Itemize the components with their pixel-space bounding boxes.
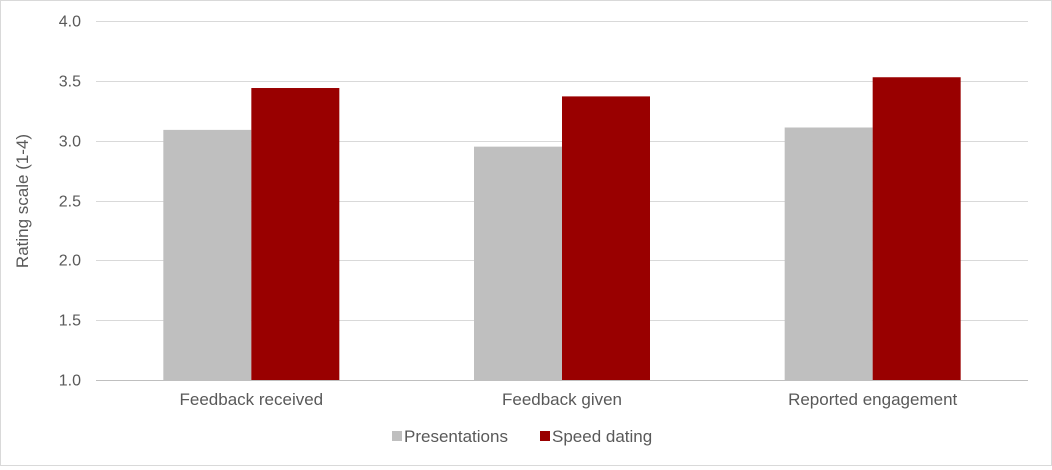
legend-swatch-speed-dating [540, 431, 550, 441]
y-axis-ticks: 1.0 1.5 2.0 2.5 3.0 3.5 4.0 [59, 14, 81, 390]
bars [163, 77, 961, 381]
bar-presentations-3 [784, 127, 873, 381]
x-axis-categories: Feedback received Feedback given Reported … [180, 390, 958, 409]
bar-speed-dating-1 [251, 88, 340, 380]
x-category-label: Feedback received [180, 390, 324, 409]
y-tick-label: 1.0 [59, 373, 81, 390]
bar-speed-dating-2 [562, 96, 650, 380]
bar-speed-dating-3 [872, 77, 961, 380]
y-tick-label: 3.5 [59, 74, 81, 91]
legend-label-presentations: Presentations [404, 427, 508, 446]
x-category-label: Feedback given [502, 390, 622, 409]
y-tick-label: 1.5 [59, 313, 81, 330]
y-tick-label: 4.0 [59, 14, 81, 31]
legend-swatch-presentations [392, 431, 402, 441]
bar-presentations-1 [163, 129, 252, 380]
bar-presentations-2 [474, 146, 562, 380]
legend: Presentations Speed dating [392, 427, 652, 446]
legend-label-speed-dating: Speed dating [552, 427, 652, 446]
x-category-label: Reported engagement [788, 390, 957, 409]
y-tick-label: 3.0 [59, 134, 81, 151]
y-tick-label: 2.0 [59, 253, 81, 270]
y-tick-label: 2.5 [59, 194, 81, 211]
y-axis-label: Rating scale (1-4) [13, 134, 32, 268]
